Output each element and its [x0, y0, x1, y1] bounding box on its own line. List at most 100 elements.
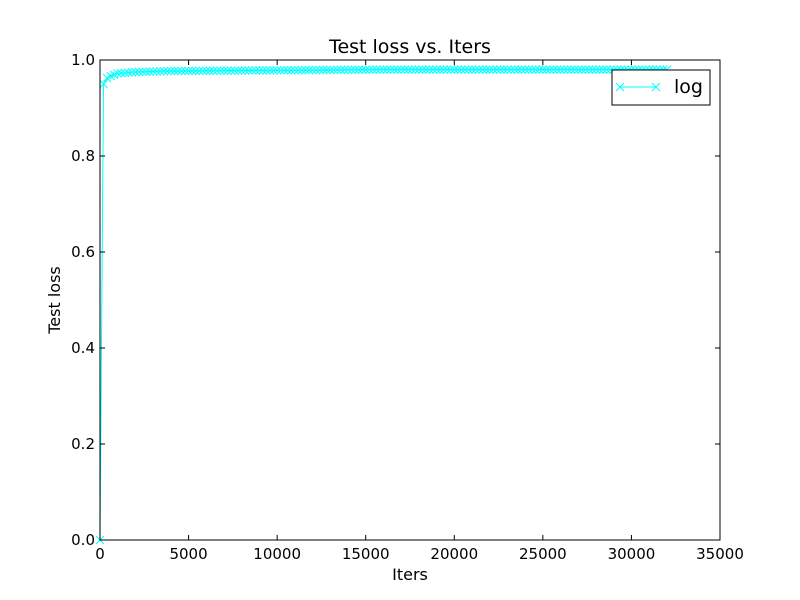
series-point-marker — [177, 66, 186, 76]
series-point-marker — [566, 65, 576, 74]
series-point-marker — [552, 65, 562, 74]
series-point-marker — [170, 66, 179, 76]
series-point-marker — [329, 65, 339, 75]
series-point-marker — [531, 65, 541, 74]
series-point-marker — [403, 65, 413, 74]
x-tick-label: 25000 — [519, 545, 567, 563]
series-point-marker — [223, 66, 232, 76]
series-point-marker — [333, 65, 342, 75]
y-tick-label: 0.8 — [71, 147, 95, 165]
plot-frame — [99, 59, 721, 541]
series-point-marker — [347, 65, 356, 75]
series-point-marker — [205, 66, 215, 76]
series-point-marker — [588, 65, 597, 74]
series-line-log — [99, 69, 667, 541]
series-point-marker — [549, 65, 558, 74]
series-point-marker — [354, 65, 363, 75]
series-point-marker — [425, 65, 434, 74]
series-point-marker — [492, 65, 502, 74]
series-point-marker — [233, 66, 243, 75]
series-point-marker — [272, 65, 282, 75]
series-point-marker — [371, 65, 381, 75]
series-point-marker — [343, 65, 353, 75]
series-point-marker — [201, 66, 211, 76]
series-point-marker — [524, 65, 534, 74]
series-point-marker — [318, 65, 328, 75]
series-point-marker — [357, 65, 367, 75]
series-point-marker — [134, 67, 144, 77]
series-point-marker — [506, 65, 516, 74]
series-point-marker — [386, 65, 395, 74]
series-point-marker — [410, 65, 420, 74]
series-point-marker — [198, 66, 208, 76]
series-point-marker — [545, 65, 555, 74]
series-point-marker — [240, 66, 250, 75]
series-point-marker — [591, 65, 601, 74]
series-layer — [95, 65, 672, 545]
series-point-marker — [180, 66, 190, 76]
series-point-marker — [584, 65, 594, 74]
series-point-marker — [495, 65, 505, 74]
series-point-marker — [116, 68, 126, 78]
series-point-marker — [247, 66, 257, 75]
series-point-marker — [315, 65, 325, 75]
series-point-marker — [162, 66, 172, 76]
series-point-marker — [340, 65, 349, 75]
series-point-marker — [350, 65, 360, 75]
series-point-marker — [439, 65, 449, 74]
series-point-marker — [446, 65, 456, 74]
series-point-marker — [269, 65, 278, 75]
series-point-marker — [573, 65, 583, 74]
ticks-layer: 0 5000 10000 15000 20000 25000 30000 35000 0.0 0.… — [71, 51, 744, 563]
series-point-marker — [542, 65, 551, 74]
x-tick-label: 0 — [95, 545, 105, 563]
series-point-marker — [414, 65, 424, 74]
x-tick-label: 15000 — [342, 545, 390, 563]
series-point-marker — [520, 65, 530, 74]
series-point-marker — [577, 65, 587, 74]
series-point-marker — [145, 67, 154, 76]
series-point-marker — [460, 65, 470, 74]
series-point-marker — [581, 65, 590, 74]
series-point-marker — [184, 66, 193, 76]
y-axis-label: Test loss — [45, 266, 64, 335]
series-point-marker — [138, 67, 147, 77]
series-point-marker — [322, 65, 332, 75]
series-point-marker — [262, 66, 271, 75]
legend-label: log — [674, 76, 703, 98]
series-point-marker — [538, 65, 548, 74]
series-point-marker — [286, 65, 296, 75]
series-point-marker — [173, 66, 183, 76]
series-point-marker — [435, 65, 445, 74]
series-point-marker — [485, 65, 495, 74]
series-point-marker — [382, 65, 392, 74]
series-point-marker — [255, 66, 264, 75]
series-point-marker — [570, 65, 580, 74]
series-point-marker — [563, 65, 573, 74]
series-point-marker — [361, 65, 371, 75]
series-point-marker — [595, 65, 604, 74]
series-point-marker — [297, 65, 307, 75]
series-point-marker — [194, 66, 204, 76]
series-point-marker — [336, 65, 346, 75]
series-point-marker — [534, 65, 544, 74]
series-point-marker — [311, 65, 321, 75]
series-point-marker — [152, 67, 162, 76]
series-point-marker — [517, 65, 526, 74]
series-point-marker — [407, 65, 417, 74]
series-point-marker — [209, 66, 218, 76]
series-point-marker — [216, 66, 225, 76]
series-point-marker — [379, 65, 388, 74]
series-point-marker — [279, 65, 289, 75]
series-point-marker — [393, 65, 402, 74]
series-point-marker — [155, 66, 165, 76]
legend: log — [611, 69, 711, 106]
series-point-marker — [368, 65, 378, 75]
series-point-marker — [131, 67, 140, 77]
series-point-marker — [598, 65, 608, 74]
series-point-marker — [251, 66, 261, 75]
series-point-marker — [230, 66, 239, 75]
series-point-marker — [527, 65, 537, 74]
series-point-marker — [471, 65, 480, 74]
series-point-marker — [166, 66, 176, 76]
